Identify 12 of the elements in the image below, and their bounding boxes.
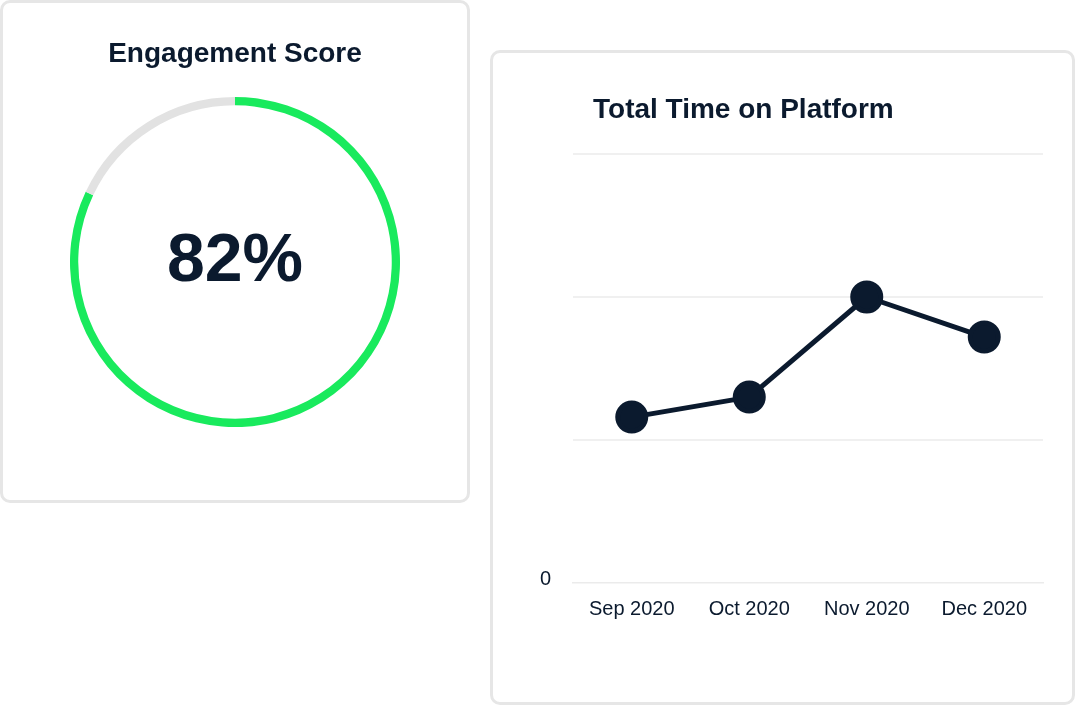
x-tick-label: Nov 2020 <box>823 596 910 619</box>
point <box>850 280 884 314</box>
point <box>732 380 766 414</box>
chart-title: Engagement Score <box>107 36 363 69</box>
x-tick-label: Dec 2020 <box>941 596 1028 619</box>
chart-title: Total Time on Platform <box>592 92 895 125</box>
data-label: 82% <box>166 218 304 295</box>
point <box>967 320 1001 354</box>
x-tick-label: Oct 2020 <box>708 596 790 619</box>
x-tick-label: Sep 2020 <box>588 596 675 619</box>
point <box>615 400 649 434</box>
text: 0 <box>539 566 551 589</box>
